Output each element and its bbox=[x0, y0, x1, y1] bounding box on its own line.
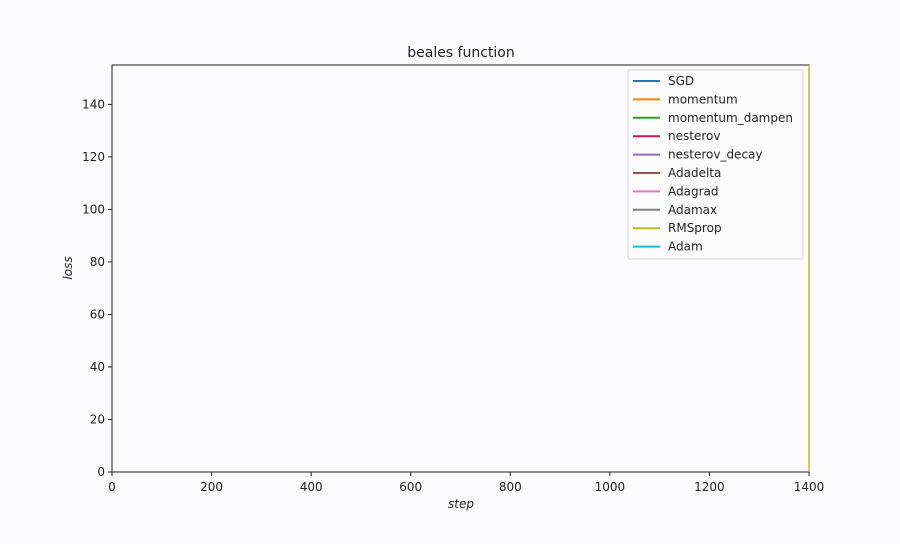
legend-label: Adam bbox=[668, 240, 703, 254]
y-tick-label: 60 bbox=[90, 307, 105, 321]
y-axis-title: loss bbox=[61, 256, 75, 279]
x-tick-label: 1400 bbox=[794, 480, 825, 494]
x-tick-label: 800 bbox=[499, 480, 522, 494]
y-tick-label: 80 bbox=[90, 255, 105, 269]
x-tick-label: 600 bbox=[399, 480, 422, 494]
y-tick-label: 0 bbox=[97, 465, 105, 479]
legend-label: Adamax bbox=[668, 203, 717, 217]
y-tick-label: 40 bbox=[90, 360, 105, 374]
x-axis-title: step bbox=[448, 497, 474, 511]
legend: SGD momentum momentum_dampen nesterov nester… bbox=[627, 69, 804, 260]
x-tick-label: 1200 bbox=[694, 480, 725, 494]
x-tick-label: 0 bbox=[108, 480, 116, 494]
x-tick-label: 400 bbox=[300, 480, 323, 494]
legend-label: nesterov_decay bbox=[668, 148, 763, 162]
y-axis: 0 20 40 60 80 100 120 140 bbox=[82, 97, 112, 479]
legend-box bbox=[627, 69, 804, 260]
x-tick-label: 200 bbox=[200, 480, 223, 494]
legend-label: Adagrad bbox=[668, 184, 719, 198]
legend-label: SGD bbox=[668, 74, 694, 88]
legend-label: momentum bbox=[668, 92, 738, 106]
y-tick-label: 120 bbox=[82, 150, 105, 164]
legend-label: Adadelta bbox=[668, 166, 721, 180]
chart-title: beales function bbox=[407, 45, 515, 61]
y-tick-label: 100 bbox=[82, 202, 105, 216]
x-axis: 0 200 400 600 800 1000 1200 1400 bbox=[108, 472, 824, 494]
x-tick-label: 1000 bbox=[595, 480, 626, 494]
legend-label: momentum_dampen bbox=[668, 111, 793, 125]
y-tick-label: 140 bbox=[82, 97, 105, 111]
legend-label: RMSprop bbox=[668, 221, 722, 235]
legend-label: nesterov bbox=[668, 129, 720, 143]
y-tick-label: 20 bbox=[90, 412, 105, 426]
